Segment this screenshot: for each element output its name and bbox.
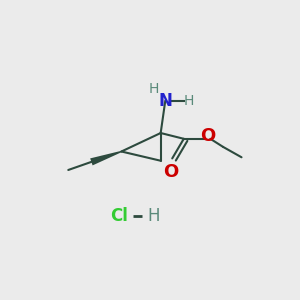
Text: H: H xyxy=(148,207,160,225)
Text: N: N xyxy=(158,92,172,110)
Text: O: O xyxy=(200,128,216,146)
Text: Cl: Cl xyxy=(110,207,128,225)
Text: H: H xyxy=(183,94,194,108)
Text: H: H xyxy=(148,82,159,96)
Polygon shape xyxy=(90,151,122,165)
Text: O: O xyxy=(164,163,179,181)
